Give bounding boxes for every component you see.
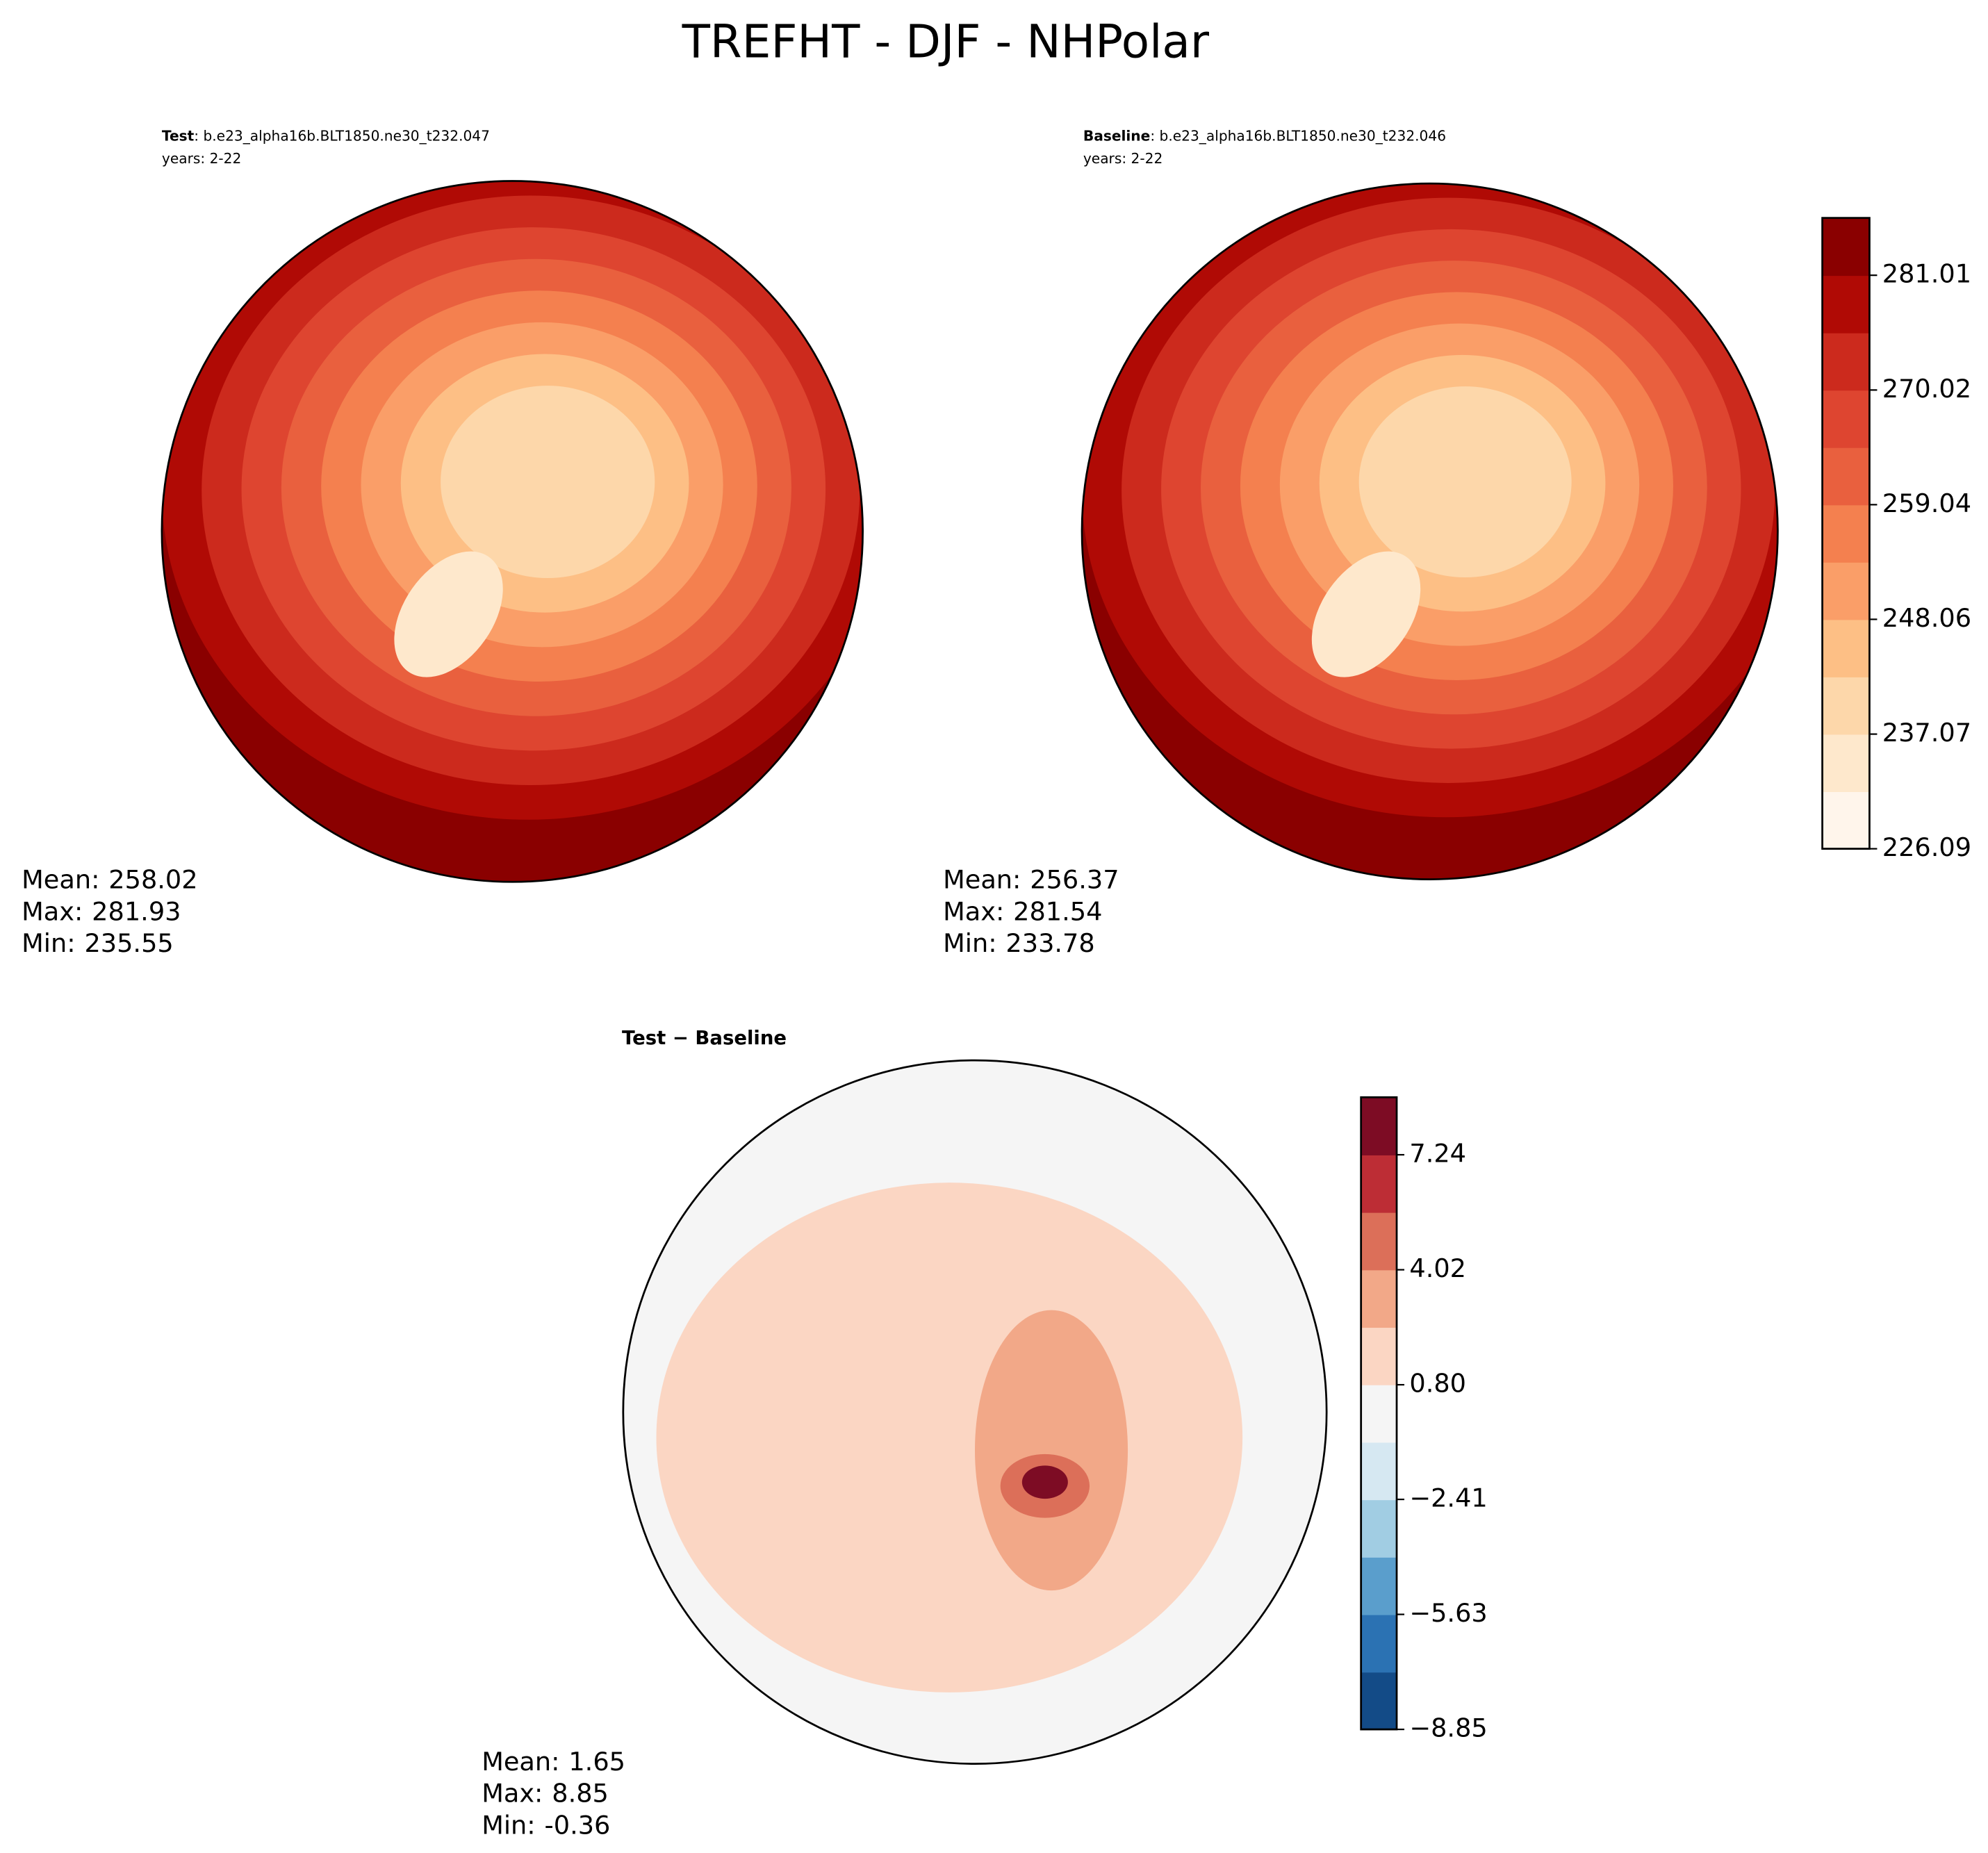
map-border <box>1081 182 1779 881</box>
panel-label: Test − Baseline <box>622 1027 787 1049</box>
panel-case: : b.e23_alpha16b.BLT1850.ne30_t232.047 <box>194 127 490 144</box>
colorbar-tick-label: 281.01 <box>1882 259 1971 289</box>
colorbar-band <box>1361 1327 1397 1385</box>
stat-value: 8.85 <box>552 1778 609 1808</box>
colorbar-band <box>1822 676 1870 735</box>
colorbar-band <box>1822 619 1870 677</box>
colorbar-band <box>1822 332 1870 391</box>
colorbar-band <box>1822 734 1870 792</box>
colorbar-tick-label: 7.24 <box>1409 1139 1466 1169</box>
stat-label: Mean: <box>22 864 99 894</box>
panel-stat: Mean: 258.02 <box>22 864 197 894</box>
colorbar-band <box>1361 1499 1397 1558</box>
stat-value: 256.37 <box>1030 864 1119 894</box>
map <box>1082 183 1778 880</box>
colorbar-tick-label: 4.02 <box>1409 1253 1466 1283</box>
colorbar-band <box>1361 1442 1397 1501</box>
panel-heading: Test − Baseline <box>622 1027 787 1049</box>
panel-label: Test <box>162 127 195 144</box>
stat-label: Max: <box>22 896 83 926</box>
map-border <box>622 1059 1328 1765</box>
colorbar-tick-label: −5.63 <box>1409 1598 1487 1628</box>
stat-value: 258.02 <box>108 864 197 894</box>
colorbar-band <box>1822 561 1870 620</box>
map-band <box>656 1183 1243 1693</box>
stat-value: 281.93 <box>92 896 181 926</box>
colorbar-band <box>1361 1614 1397 1673</box>
panel-stat: Mean: 256.37 <box>943 864 1119 894</box>
colorbar-band <box>1822 275 1870 333</box>
stat-label: Min: <box>22 928 75 958</box>
panel-stat: Max: 281.93 <box>22 896 181 926</box>
map-band <box>1358 386 1572 577</box>
colorbar-tick-label: −2.41 <box>1409 1483 1487 1513</box>
colorbar-band <box>1822 217 1870 277</box>
panel-years: years: 2-22 <box>1083 150 1163 167</box>
colorbar-band <box>1361 1269 1397 1328</box>
panel-years: years: 2-22 <box>162 150 241 167</box>
map-border <box>161 180 864 883</box>
figure-title: TREFHT - DJF - NHPolar <box>682 15 1210 68</box>
stat-label: Mean: <box>482 1746 559 1776</box>
map-band <box>441 386 655 578</box>
colorbar-band <box>1822 791 1870 850</box>
colorbar-frame <box>1360 1096 1398 1731</box>
colorbar-tick-label: −8.85 <box>1409 1713 1487 1743</box>
colorbar-band <box>1822 504 1870 563</box>
colorbar-tick-label: 0.80 <box>1409 1369 1466 1399</box>
map <box>623 1060 1327 1764</box>
stat-label: Mean: <box>943 864 1021 894</box>
colorbar-frame <box>1821 217 1871 850</box>
colorbar-tick-label: 237.07 <box>1882 718 1971 748</box>
map <box>161 181 863 882</box>
panel-label: Baseline <box>1083 127 1150 144</box>
colorbar-tick-label: 248.06 <box>1882 603 1971 633</box>
stat-value: 1.65 <box>568 1746 625 1776</box>
panel-case: : b.e23_alpha16b.BLT1850.ne30_t232.046 <box>1150 127 1446 144</box>
colorbar-band <box>1361 1212 1397 1271</box>
map-band <box>1021 1465 1068 1499</box>
panel-stat: Min: 233.78 <box>943 928 1095 958</box>
colorbar-band <box>1822 447 1870 506</box>
map-band <box>394 551 503 677</box>
stat-value: 281.54 <box>1013 896 1102 926</box>
colorbar-band <box>1361 1556 1397 1615</box>
map-band <box>974 1310 1128 1591</box>
stat-label: Max: <box>482 1778 543 1808</box>
panel-stat: Max: 8.85 <box>482 1778 609 1808</box>
stat-value: 235.55 <box>84 928 173 958</box>
colorbar-band <box>1361 1672 1397 1730</box>
colorbar-tick-label: 259.04 <box>1882 488 1971 518</box>
colorbar-band <box>1361 1384 1397 1443</box>
panel-stat: Min: 235.55 <box>22 928 174 958</box>
panel-heading: Test: b.e23_alpha16b.BLT1850.ne30_t232.0… <box>162 127 490 144</box>
stat-label: Min: <box>482 1810 535 1840</box>
panel-stat: Mean: 1.65 <box>482 1746 625 1776</box>
map-band <box>1311 551 1421 677</box>
panel-stat: Min: -0.36 <box>482 1810 610 1840</box>
stat-value: 233.78 <box>1005 928 1094 958</box>
stat-label: Max: <box>943 896 1004 926</box>
colorbar-band <box>1822 390 1870 448</box>
colorbar-band <box>1361 1154 1397 1213</box>
panel-stat: Max: 281.54 <box>943 896 1102 926</box>
stat-label: Min: <box>943 928 996 958</box>
colorbar-tick-label: 270.02 <box>1882 374 1971 404</box>
stat-value: -0.36 <box>545 1810 611 1840</box>
panel-heading: Baseline: b.e23_alpha16b.BLT1850.ne30_t2… <box>1083 127 1446 144</box>
colorbar-band <box>1361 1097 1397 1155</box>
colorbar-tick-label: 226.09 <box>1882 832 1971 862</box>
